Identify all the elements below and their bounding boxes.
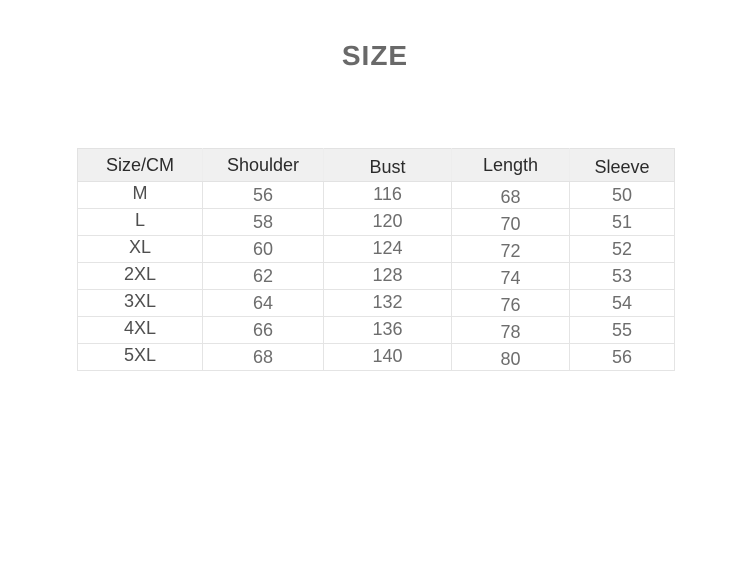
sleeve-cell: 56 bbox=[569, 343, 675, 371]
bust-cell: 116 bbox=[323, 181, 452, 209]
page-title: SIZE bbox=[341, 40, 409, 71]
bust-cell: 120 bbox=[323, 208, 452, 236]
length-cell: 74 bbox=[451, 262, 570, 290]
length-cell: 72 bbox=[451, 235, 570, 263]
size-cell: L bbox=[77, 208, 203, 236]
column-header-length: Length bbox=[451, 148, 570, 182]
shoulder-cell: 64 bbox=[202, 289, 324, 317]
table-row-l: L 58 120 70 51 bbox=[77, 208, 675, 236]
sleeve-cell: 51 bbox=[569, 208, 675, 236]
size-cell: 5XL bbox=[77, 343, 203, 371]
size-table: Size/CM Shoulder Bust Length Sleeve M 56… bbox=[77, 148, 675, 371]
sleeve-cell: 54 bbox=[569, 289, 675, 317]
length-cell: 78 bbox=[451, 316, 570, 344]
table-row-2xl: 2XL 62 128 74 53 bbox=[77, 262, 675, 290]
bust-cell: 124 bbox=[323, 235, 452, 263]
sleeve-cell: 55 bbox=[569, 316, 675, 344]
bust-cell: 132 bbox=[323, 289, 452, 317]
shoulder-cell: 66 bbox=[202, 316, 324, 344]
table-row-5xl: 5XL 68 140 80 56 bbox=[77, 343, 675, 371]
bust-cell: 136 bbox=[323, 316, 452, 344]
column-header-sleeve: Sleeve bbox=[569, 148, 675, 182]
bust-cell: 128 bbox=[323, 262, 452, 290]
sleeve-cell: 53 bbox=[569, 262, 675, 290]
column-header-size: Size/CM bbox=[77, 148, 203, 182]
table-header-row: Size/CM Shoulder Bust Length Sleeve bbox=[77, 148, 675, 182]
column-header-shoulder: Shoulder bbox=[202, 148, 324, 182]
table-row-4xl: 4XL 66 136 78 55 bbox=[77, 316, 675, 344]
length-cell: 80 bbox=[451, 343, 570, 371]
length-cell: 76 bbox=[451, 289, 570, 317]
shoulder-cell: 58 bbox=[202, 208, 324, 236]
size-cell: M bbox=[77, 181, 203, 209]
size-cell: 2XL bbox=[77, 262, 203, 290]
shoulder-cell: 60 bbox=[202, 235, 324, 263]
bust-cell: 140 bbox=[323, 343, 452, 371]
size-cell: 3XL bbox=[77, 289, 203, 317]
table-row-3xl: 3XL 64 132 76 54 bbox=[77, 289, 675, 317]
size-cell: 4XL bbox=[77, 316, 203, 344]
column-header-bust: Bust bbox=[323, 148, 452, 182]
length-cell: 68 bbox=[451, 181, 570, 209]
sleeve-cell: 52 bbox=[569, 235, 675, 263]
length-cell: 70 bbox=[451, 208, 570, 236]
size-cell: XL bbox=[77, 235, 203, 263]
shoulder-cell: 62 bbox=[202, 262, 324, 290]
table-row-m: M 56 116 68 50 bbox=[77, 181, 675, 209]
shoulder-cell: 56 bbox=[202, 181, 324, 209]
sleeve-cell: 50 bbox=[569, 181, 675, 209]
shoulder-cell: 68 bbox=[202, 343, 324, 371]
table-row-xl: XL 60 124 72 52 bbox=[77, 235, 675, 263]
